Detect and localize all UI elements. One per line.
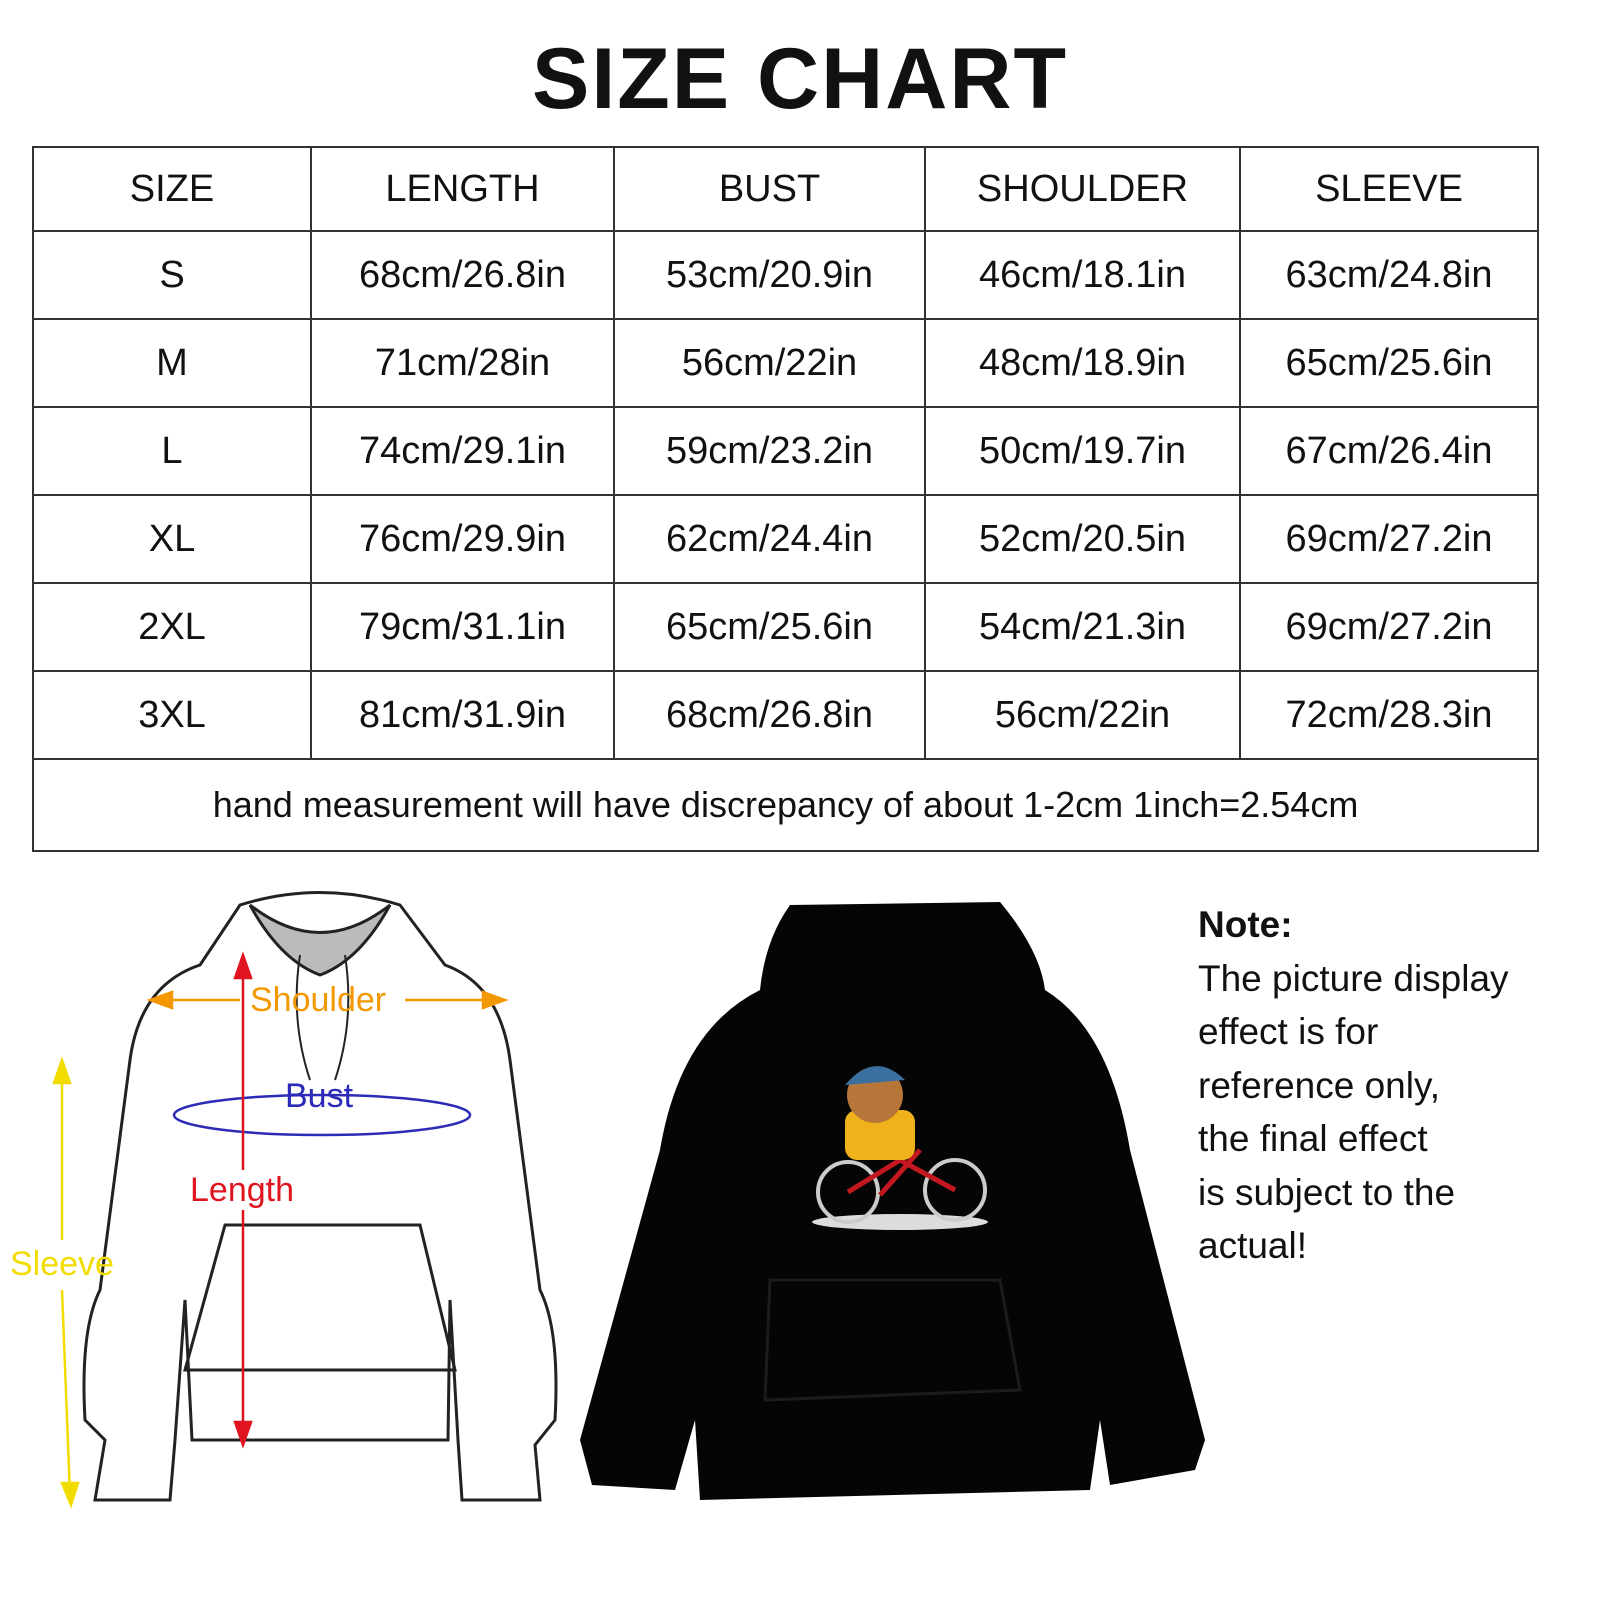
black-hoodie-photo: [580, 902, 1205, 1500]
table-cell-length: 81cm/31.9in: [310, 670, 615, 760]
footnote: hand measurement will have discrepancy o…: [32, 758, 1539, 852]
header-shoulder: SHOULDER: [924, 146, 1241, 232]
header-length: LENGTH: [310, 146, 615, 232]
header-sleeve: SLEEVE: [1239, 146, 1539, 232]
table-cell-length: 74cm/29.1in: [310, 406, 615, 496]
table-cell-shoulder: 48cm/18.9in: [924, 318, 1241, 408]
table-cell-size: L: [32, 406, 312, 496]
table-cell-shoulder: 46cm/18.1in: [924, 230, 1241, 320]
size-table: SIZE LENGTH BUST SHOULDER SLEEVE S 68cm/2…: [32, 146, 1539, 852]
bust-ellipse: [172, 1093, 472, 1137]
table-cell-sleeve: 65cm/25.6in: [1239, 318, 1539, 408]
table-cell-length: 76cm/29.9in: [310, 494, 615, 584]
bust-label: Bust: [285, 1077, 354, 1115]
note-line: reference only,: [1198, 1064, 1440, 1106]
header-size: SIZE: [32, 146, 312, 232]
table-cell-bust: 68cm/26.8in: [613, 670, 926, 760]
header-bust: BUST: [613, 146, 926, 232]
table-cell-length: 68cm/26.8in: [310, 230, 615, 320]
table-cell-sleeve: 69cm/27.2in: [1239, 494, 1539, 584]
note-box: Note: The picture display effect is for …: [1198, 898, 1509, 1273]
hoodie-measurement-sketch: [52, 891, 558, 1509]
note-line: the final effect: [1198, 1118, 1428, 1159]
note-line: is subject to the: [1198, 1171, 1456, 1213]
length-label: Length: [190, 1171, 294, 1209]
table-cell-bust: 62cm/24.4in: [613, 494, 926, 584]
table-cell-sleeve: 63cm/24.8in: [1239, 230, 1539, 320]
table-row: 3XL 81cm/31.9in 68cm/26.8in 56cm/22in 72cm/2…: [32, 670, 1539, 760]
table-cell-bust: 56cm/22in: [613, 318, 926, 408]
note-line: The picture display: [1198, 957, 1509, 999]
table-row: L 74cm/29.1in 59cm/23.2in 50cm/19.7in 67cm/2…: [32, 406, 1539, 496]
table-cell-length: 79cm/31.1in: [310, 582, 615, 672]
table-cell-size: XL: [32, 494, 312, 584]
table-cell-shoulder: 50cm/19.7in: [924, 406, 1241, 496]
table-cell-sleeve: 67cm/26.4in: [1239, 406, 1539, 496]
note-line: effect is for: [1198, 1011, 1379, 1052]
shoulder-label: Shoulder: [250, 981, 387, 1019]
table-cell-size: M: [32, 318, 312, 408]
table-cell-bust: 59cm/23.2in: [613, 406, 926, 496]
length-arrow: [233, 951, 253, 1449]
note-line: actual!: [1198, 1225, 1308, 1266]
table-header-row: SIZE LENGTH BUST SHOULDER SLEEVE: [32, 146, 1539, 232]
table-row: M 71cm/28in 56cm/22in 48cm/18.9in 65cm/25.6i…: [32, 318, 1539, 408]
sleeve-label: Sleeve: [10, 1245, 114, 1283]
table-cell-bust: 53cm/20.9in: [613, 230, 926, 320]
table-cell-size: 3XL: [32, 670, 312, 760]
note-heading: Note:: [1198, 904, 1293, 945]
table-cell-bust: 65cm/25.6in: [613, 582, 926, 672]
table-cell-length: 71cm/28in: [310, 318, 615, 408]
table-row: 2XL 79cm/31.1in 65cm/25.6in 54cm/21.3in 69cm…: [32, 582, 1539, 672]
page-title: SIZE CHART: [532, 31, 1068, 127]
table-row: XL 76cm/29.9in 62cm/24.4in 52cm/20.5in 69cm/…: [32, 494, 1539, 584]
table-cell-shoulder: 52cm/20.5in: [924, 494, 1241, 584]
table-row: S 68cm/26.8in 53cm/20.9in 46cm/18.1in 63cm/2…: [32, 230, 1539, 320]
table-cell-size: S: [32, 230, 312, 320]
table-cell-shoulder: 56cm/22in: [924, 670, 1241, 760]
footnote-row: hand measurement will have discrepancy o…: [32, 758, 1539, 852]
table-cell-size: 2XL: [32, 582, 312, 672]
shoulder-arrow: [146, 990, 509, 1010]
table-cell-sleeve: 69cm/27.2in: [1239, 582, 1539, 672]
sleeve-arrow: [52, 1056, 80, 1509]
table-cell-sleeve: 72cm/28.3in: [1239, 670, 1539, 760]
table-cell-shoulder: 54cm/21.3in: [924, 582, 1241, 672]
bear-bicycle-graphic: [812, 1066, 988, 1230]
